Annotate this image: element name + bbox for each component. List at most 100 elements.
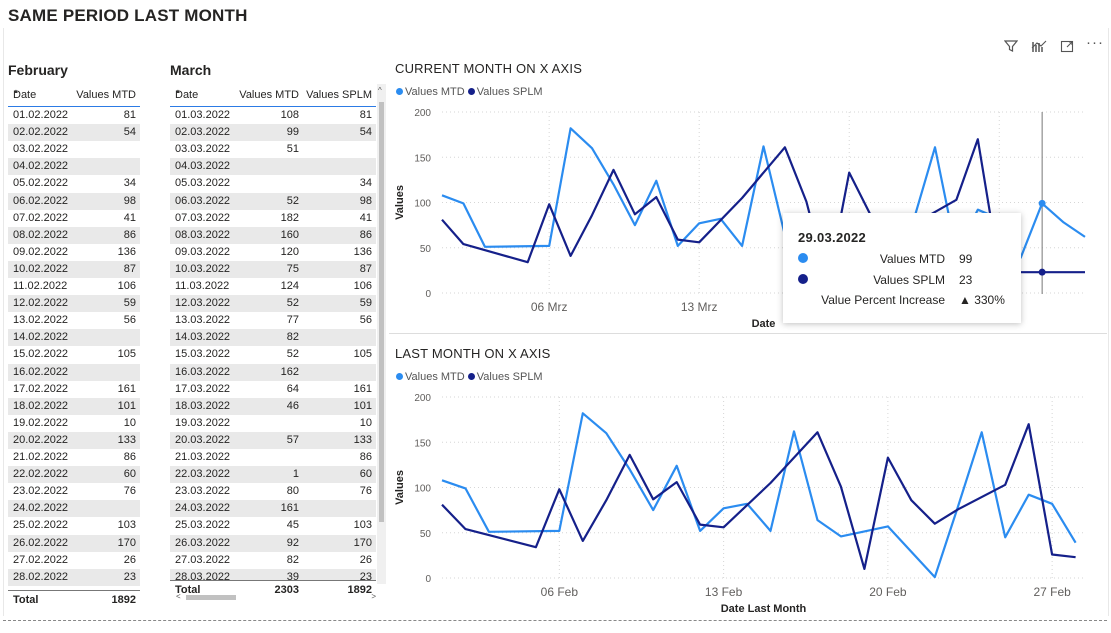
series-line-values-mtd[interactable] bbox=[441, 412, 1077, 579]
line-chart-last-month[interactable]: 0 50 100 150 200 06 Feb 13 Feb 20 Feb 27 Feb Date… bbox=[389, 385, 1107, 617]
table-row[interactable]: 10.02.2022 87 bbox=[8, 260, 140, 278]
table-row[interactable]: 18.02.2022 101 bbox=[8, 397, 140, 415]
table-row[interactable]: 05.03.2022 34 bbox=[170, 175, 376, 192]
table-row[interactable]: 07.02.2022 41 bbox=[8, 210, 140, 227]
march-table[interactable]: Date ▲ Values MTD Values SPLM 01.03.2022… bbox=[170, 84, 376, 610]
table-row[interactable]: 09.02.2022 136 bbox=[8, 244, 140, 261]
scroll-up-icon[interactable]: ^ bbox=[378, 86, 382, 95]
cell-values-mtd: 98 bbox=[123, 194, 136, 207]
cell-date: 07.03.2022 bbox=[175, 211, 231, 224]
cell-values-mtd: 136 bbox=[117, 245, 136, 258]
cell-values-mtd: 52 bbox=[286, 194, 299, 207]
table-row[interactable]: 24.03.2022 161 bbox=[170, 500, 376, 518]
filter-icon[interactable] bbox=[1003, 39, 1019, 56]
column-header-values-splm[interactable]: Values SPLM bbox=[306, 89, 372, 101]
table-row[interactable]: 14.02.2022 bbox=[8, 329, 140, 347]
table-row[interactable]: 17.03.2022 64 161 bbox=[170, 381, 376, 398]
table-row[interactable]: 28.02.2022 23 bbox=[8, 568, 140, 586]
cell-values-mtd: 103 bbox=[117, 519, 136, 532]
scroll-right-icon[interactable]: > bbox=[371, 592, 376, 601]
scrollbar-thumb[interactable] bbox=[379, 102, 384, 522]
table-row[interactable]: 14.03.2022 82 bbox=[170, 329, 376, 347]
legend-item-values-mtd[interactable]: Values MTD bbox=[396, 371, 465, 383]
table-row[interactable]: 03.02.2022 bbox=[8, 141, 140, 158]
table-row[interactable]: 13.03.2022 77 56 bbox=[170, 312, 376, 329]
table-row[interactable]: 18.03.2022 46 101 bbox=[170, 397, 376, 415]
cell-values-splm: 10 bbox=[359, 416, 372, 429]
table-row[interactable]: 08.02.2022 86 bbox=[8, 226, 140, 244]
legend-item-values-mtd[interactable]: Values MTD bbox=[396, 86, 465, 98]
table-row[interactable]: 07.03.2022 182 41 bbox=[170, 210, 376, 227]
table-row[interactable]: 15.02.2022 105 bbox=[8, 346, 140, 363]
column-header-date[interactable]: Date bbox=[13, 89, 37, 101]
column-header-values-mtd[interactable]: Values MTD bbox=[239, 89, 299, 101]
hover-point[interactable] bbox=[1038, 268, 1046, 276]
legend-item-values-splm[interactable]: Values SPLM bbox=[467, 86, 543, 98]
y-tick-label: 0 bbox=[425, 574, 431, 585]
march-table-vertical-scrollbar[interactable]: ^ bbox=[377, 84, 386, 584]
cell-values-mtd: 106 bbox=[117, 280, 136, 292]
focus-mode-icon[interactable] bbox=[1060, 39, 1074, 56]
table-row[interactable]: 23.03.2022 80 76 bbox=[170, 483, 376, 500]
march-table-title: March bbox=[170, 62, 212, 78]
x-axis-title: Date Last Month bbox=[721, 603, 807, 615]
legend-label-mtd: Values MTD bbox=[405, 86, 465, 98]
table-row[interactable]: 05.02.2022 34 bbox=[8, 175, 140, 192]
total-label: Total bbox=[175, 584, 201, 596]
cell-date: 01.03.2022 bbox=[175, 109, 231, 121]
table-row[interactable]: 02.02.2022 54 bbox=[8, 124, 140, 142]
table-row[interactable]: 06.03.2022 52 98 bbox=[170, 192, 376, 210]
table-row[interactable]: 04.02.2022 bbox=[8, 158, 140, 176]
table-row[interactable]: 03.03.2022 51 bbox=[170, 141, 376, 158]
table-row[interactable]: 11.02.2022 106 bbox=[8, 278, 140, 295]
table-row[interactable]: 20.02.2022 133 bbox=[8, 431, 140, 449]
table-row[interactable]: 04.03.2022 bbox=[170, 158, 376, 176]
table-row[interactable]: 27.02.2022 26 bbox=[8, 552, 140, 569]
cell-date: 17.03.2022 bbox=[175, 382, 231, 395]
table-row[interactable]: 08.03.2022 160 86 bbox=[170, 226, 376, 244]
table-row[interactable]: 22.02.2022 60 bbox=[8, 466, 140, 484]
table-row[interactable]: 26.03.2022 92 170 bbox=[170, 534, 376, 552]
scroll-left-icon[interactable]: < bbox=[176, 592, 181, 601]
table-row[interactable]: 25.03.2022 45 103 bbox=[170, 517, 376, 534]
table-row[interactable]: 10.03.2022 75 87 bbox=[170, 260, 376, 278]
table-row[interactable]: 19.03.2022 10 bbox=[170, 415, 376, 432]
table-row[interactable]: 21.02.2022 86 bbox=[8, 449, 140, 466]
table-row[interactable]: 02.03.2022 99 54 bbox=[170, 124, 376, 142]
table-row[interactable]: 16.03.2022 162 bbox=[170, 363, 376, 381]
table-row[interactable]: 06.02.2022 98 bbox=[8, 192, 140, 210]
table-row[interactable]: 25.02.2022 103 bbox=[8, 517, 140, 534]
table-row[interactable]: 01.02.2022 81 bbox=[8, 107, 140, 124]
table-row[interactable]: 11.03.2022 124 106 bbox=[170, 278, 376, 295]
march-table-horizontal-scrollbar[interactable]: < > bbox=[176, 592, 376, 601]
table-row[interactable]: 12.03.2022 52 59 bbox=[170, 295, 376, 313]
table-row[interactable]: 20.03.2022 57 133 bbox=[170, 431, 376, 449]
column-header-values-mtd[interactable]: Values MTD bbox=[76, 89, 136, 101]
table-row[interactable]: 19.02.2022 10 bbox=[8, 415, 140, 432]
february-table[interactable]: Date ▲ Values MTD 01.02.2022 81 02.02.2022… bbox=[8, 84, 140, 610]
legend-item-values-splm[interactable]: Values SPLM bbox=[467, 371, 543, 383]
table-row[interactable]: 15.03.2022 52 105 bbox=[170, 346, 376, 363]
table-row[interactable]: 12.02.2022 59 bbox=[8, 295, 140, 313]
table-row[interactable]: 27.03.2022 82 26 bbox=[170, 552, 376, 569]
analytics-icon[interactable] bbox=[1031, 39, 1047, 56]
cell-values-mtd: 64 bbox=[286, 382, 299, 395]
table-row[interactable]: 21.03.2022 86 bbox=[170, 449, 376, 466]
table-row[interactable]: 16.02.2022 bbox=[8, 363, 140, 381]
hover-point[interactable] bbox=[1038, 199, 1046, 207]
table-row[interactable]: 01.03.2022 108 81 bbox=[170, 107, 376, 124]
table-row[interactable]: 22.03.2022 1 60 bbox=[170, 466, 376, 484]
series-line-values-splm[interactable] bbox=[441, 423, 1076, 570]
table-row[interactable]: 09.03.2022 120 136 bbox=[170, 244, 376, 261]
cell-date: 02.03.2022 bbox=[175, 126, 231, 139]
table-row[interactable]: 23.02.2022 76 bbox=[8, 483, 140, 500]
column-header-date[interactable]: Date bbox=[175, 89, 199, 101]
table-row[interactable]: 13.02.2022 56 bbox=[8, 312, 140, 329]
table-row[interactable]: 26.02.2022 170 bbox=[8, 534, 140, 552]
visual-header-toolbar: ··· bbox=[1003, 34, 1104, 56]
table-row[interactable]: 17.02.2022 161 bbox=[8, 381, 140, 398]
cell-date: 23.02.2022 bbox=[13, 485, 69, 498]
table-row[interactable]: 24.02.2022 bbox=[8, 500, 140, 518]
scrollbar-thumb[interactable] bbox=[186, 595, 236, 600]
more-options-icon[interactable]: ··· bbox=[1086, 34, 1104, 51]
